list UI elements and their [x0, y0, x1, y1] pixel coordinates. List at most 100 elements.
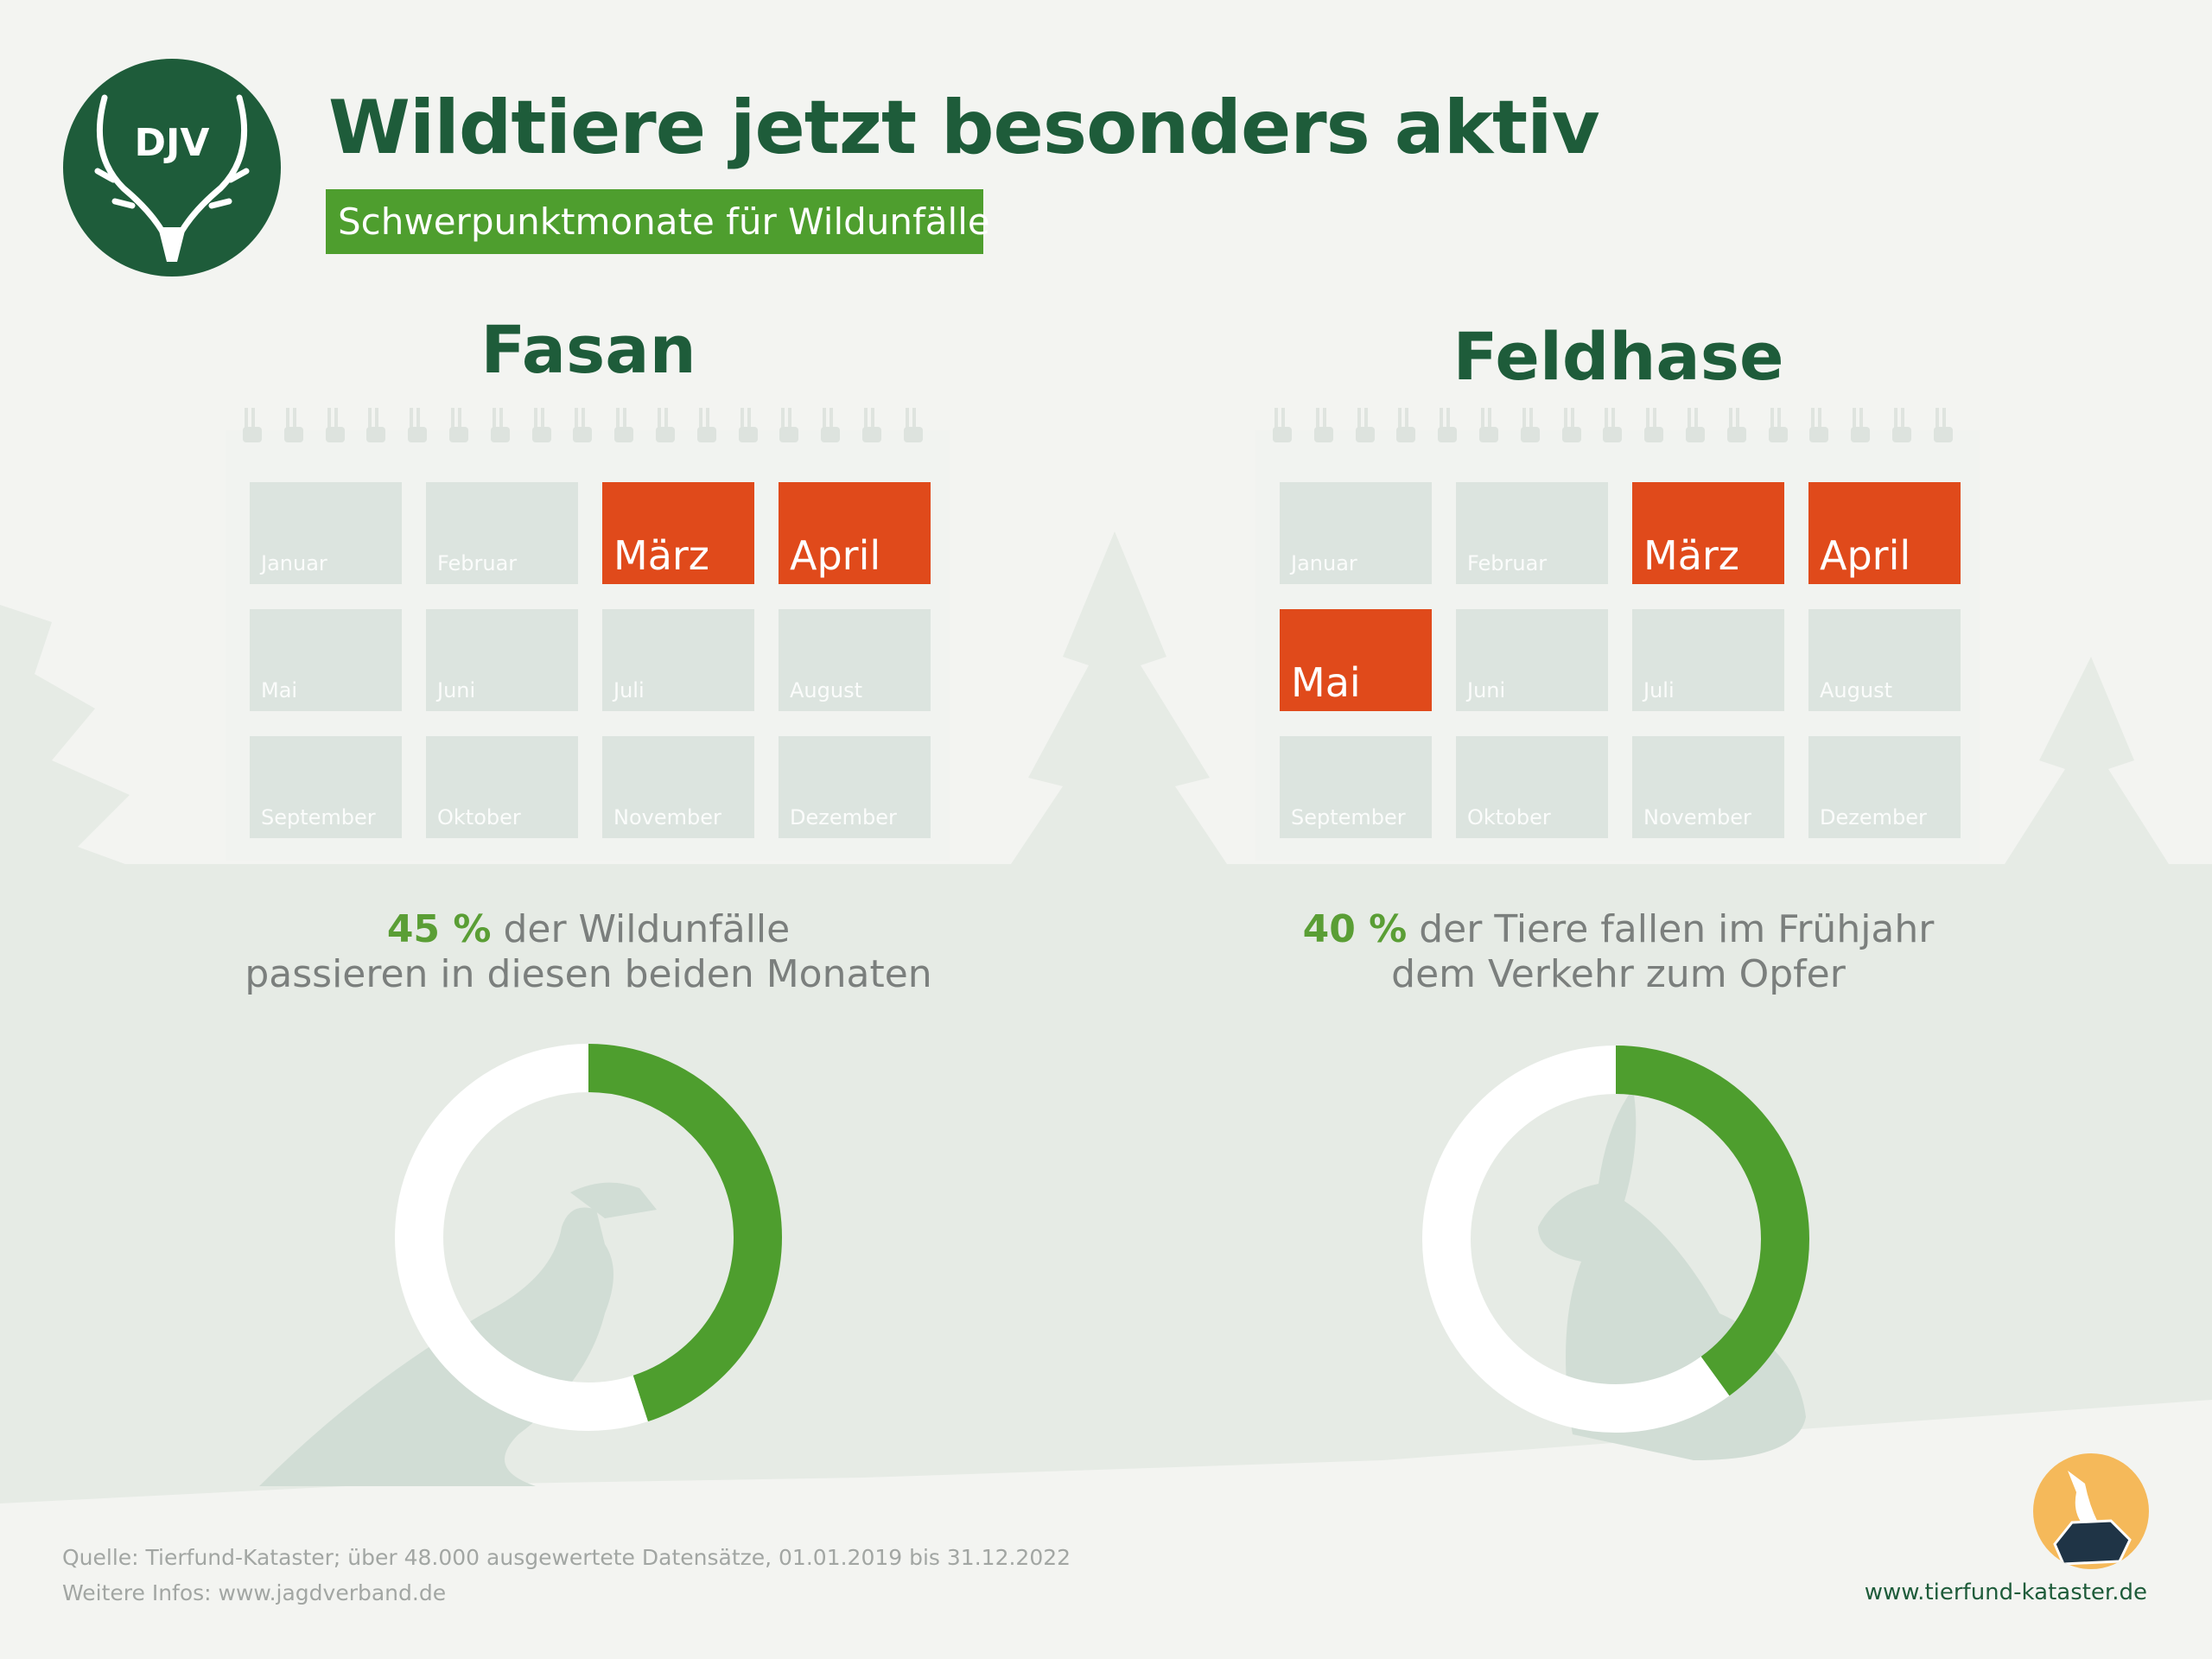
calendar-ring — [1313, 408, 1333, 446]
month-cell-juli: Juli — [602, 609, 754, 711]
calendar-ring — [531, 408, 551, 446]
calendar-ring — [366, 408, 386, 446]
panel-heading-fasan: Fasan — [480, 311, 696, 388]
month-cell-november: November — [1632, 736, 1784, 838]
month-cell-november: November — [602, 736, 754, 838]
month-cell-juli: Juli — [1632, 609, 1784, 711]
month-label: März — [613, 532, 709, 579]
page-title: Wildtiere jetzt besonders aktiv — [328, 85, 1600, 171]
month-cell-februar: Februar — [426, 482, 578, 584]
calendar-feldhase: Januar Februar März April Mai Juni Juli August S… — [1255, 408, 1980, 861]
calendar-fasan: Januar Februar März April Mai Juni Juli August S… — [226, 408, 950, 861]
calendar-ring — [696, 408, 716, 446]
calendar-ring — [1396, 408, 1416, 446]
calendar-ring — [1603, 408, 1623, 446]
month-label: November — [613, 805, 721, 830]
month-label: September — [261, 805, 376, 830]
month-label: Januar — [261, 551, 327, 575]
month-label: Oktober — [1467, 805, 1551, 830]
month-cell-oktober: Oktober — [1456, 736, 1608, 838]
donut-chart-fasan — [395, 1044, 782, 1431]
calendar-ring — [1355, 408, 1375, 446]
calendar-ring — [283, 408, 303, 446]
panel-heading-feldhase: Feldhase — [1452, 318, 1784, 395]
month-label: März — [1643, 532, 1739, 579]
month-cell-september: September — [1280, 736, 1432, 838]
calendar-ring — [490, 408, 510, 446]
calendar-ring — [573, 408, 593, 446]
calendar-ring — [1809, 408, 1829, 446]
month-cell-januar: Januar — [1280, 482, 1432, 584]
stat-text-feldhase: 40 % der Tiere fallen im Frühjahr dem Ve… — [1143, 907, 2094, 997]
logo-text: DJV — [134, 121, 210, 165]
calendar-ring — [1768, 408, 1788, 446]
month-cell-dezember: Dezember — [779, 736, 931, 838]
month-cell-juni: Juni — [1456, 609, 1608, 711]
month-cell-märz: März — [602, 482, 754, 584]
month-label: Oktober — [437, 805, 521, 830]
source-note: Quelle: Tierfund-Kataster; über 48.000 a… — [62, 1545, 1071, 1570]
month-cell-dezember: Dezember — [1808, 736, 1961, 838]
calendar-ring — [1438, 408, 1458, 446]
month-cell-april: April — [1808, 482, 1961, 584]
calendar-ring — [408, 408, 428, 446]
calendar-ring — [656, 408, 675, 446]
month-cell-august: August — [1808, 609, 1961, 711]
month-label: Januar — [1291, 551, 1357, 575]
stat-line: passieren in diesen beiden Monaten — [245, 952, 932, 996]
month-cell-september: September — [250, 736, 402, 838]
calendar-ring — [1644, 408, 1664, 446]
calendar-ring — [1561, 408, 1581, 446]
calendar-ring — [1726, 408, 1746, 446]
month-cell-mai: Mai — [250, 609, 402, 711]
month-cell-oktober: Oktober — [426, 736, 578, 838]
calendar-ring — [862, 408, 881, 446]
deer-on-map-icon — [2033, 1453, 2149, 1569]
stat-line: der Tiere fallen im Frühjahr — [1407, 907, 1935, 951]
stat-line: dem Verkehr zum Opfer — [1391, 952, 1846, 996]
page-subtitle: Schwerpunktmonate für Wildunfälle — [326, 189, 990, 254]
calendar-ring — [779, 408, 799, 446]
calendar-ring — [1273, 408, 1292, 446]
calendar-ring — [1520, 408, 1540, 446]
month-cell-februar: Februar — [1456, 482, 1608, 584]
month-cell-april: April — [779, 482, 931, 584]
month-label: Juni — [437, 678, 476, 702]
stag-antlers-icon — [94, 94, 250, 262]
month-label: September — [1291, 805, 1406, 830]
stat-text-fasan: 45 % der Wildunfälle passieren in diesen… — [113, 907, 1064, 997]
donut-slice-rest — [1422, 1046, 1809, 1433]
calendar-ring — [614, 408, 634, 446]
calendar-ring — [821, 408, 841, 446]
calendar-ring — [243, 408, 262, 446]
stat-value: 40 % — [1302, 907, 1408, 951]
calendar-ring — [325, 408, 345, 446]
calendar-ring — [1479, 408, 1498, 446]
month-label: August — [1820, 678, 1892, 702]
month-label: Juni — [1467, 678, 1506, 702]
month-label: Mai — [261, 678, 298, 702]
month-label: Juli — [613, 678, 645, 702]
donut-slice-rest — [395, 1044, 782, 1431]
stat-value: 45 % — [386, 907, 492, 951]
month-label: Mai — [1291, 659, 1361, 706]
tierfund-link[interactable]: www.tierfund-kataster.de — [1864, 1580, 2147, 1605]
month-label: Juli — [1643, 678, 1675, 702]
month-cell-märz: März — [1632, 482, 1784, 584]
calendar-ring — [1686, 408, 1705, 446]
calendar-ring — [1892, 408, 1911, 446]
calendar-ring — [903, 408, 923, 446]
stat-line: der Wildunfälle — [491, 907, 791, 951]
month-label: Februar — [1467, 551, 1548, 575]
calendar-ring — [449, 408, 468, 446]
month-label: Dezember — [1820, 805, 1927, 830]
month-label: April — [1820, 532, 1911, 579]
month-cell-august: August — [779, 609, 931, 711]
month-label: November — [1643, 805, 1751, 830]
info-link[interactable]: Weitere Infos: www.jagdverband.de — [62, 1580, 447, 1605]
month-label: August — [790, 678, 862, 702]
donut-chart-feldhase — [1422, 1046, 1809, 1433]
month-label: Dezember — [790, 805, 897, 830]
calendar-ring — [738, 408, 758, 446]
month-label: April — [790, 532, 881, 579]
